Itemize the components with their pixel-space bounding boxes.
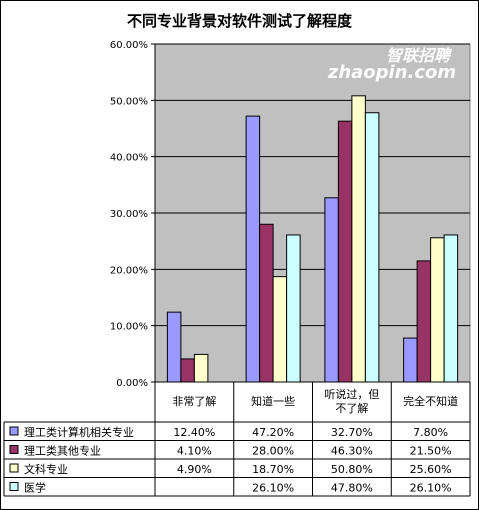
data-label: 25.60%: [410, 463, 452, 476]
bar: [430, 237, 445, 383]
chart-title: 不同专业背景对软件测试了解程度: [126, 12, 352, 30]
bar: [324, 197, 339, 383]
data-label: 12.40%: [173, 426, 215, 439]
legend-swatch: [9, 445, 19, 454]
bar: [364, 112, 380, 383]
bar: [416, 260, 432, 383]
bar: [166, 311, 182, 383]
category-label: 听说过，但: [324, 387, 379, 401]
data-label: 47.80%: [331, 482, 373, 495]
data-label: 47.20%: [252, 426, 294, 439]
category-label: 完全不知道: [403, 394, 458, 408]
bar: [443, 234, 459, 383]
watermark-url: zhaopin.com: [327, 62, 456, 83]
category-label: 不了解: [335, 401, 368, 415]
data-label: 4.10%: [177, 445, 212, 458]
legend-swatch: [9, 463, 19, 473]
y-tick-label: 0.00%: [116, 378, 148, 389]
data-label: 46.30%: [331, 445, 373, 458]
y-tick-label: 20.00%: [110, 265, 148, 276]
data-label: 32.70%: [331, 426, 373, 439]
y-tick-label: 30.00%: [110, 209, 148, 220]
legend-label: 医学: [24, 481, 46, 495]
bar: [272, 276, 288, 383]
watermark-cn: 智联招聘: [386, 46, 453, 65]
bar: [403, 337, 418, 383]
y-tick-label: 50.00%: [110, 96, 148, 107]
y-tick-label: 40.00%: [110, 153, 148, 164]
data-label: 21.50%: [410, 445, 452, 458]
bar: [180, 358, 195, 383]
data-label: 4.90%: [177, 463, 212, 476]
legend-label: 理工类计算机相关专业: [24, 425, 134, 439]
bar: [259, 223, 274, 383]
data-label: 26.10%: [252, 482, 294, 495]
data-label: 18.70%: [252, 463, 294, 476]
data-label: 7.80%: [413, 426, 448, 439]
bar: [337, 120, 353, 383]
legend-swatch: [9, 482, 19, 491]
data-label: 26.10%: [410, 482, 452, 495]
bar: [193, 353, 209, 383]
legend-label: 理工类其他专业: [24, 444, 101, 458]
data-label: 28.00%: [252, 445, 294, 458]
category-label: 知道一些: [251, 394, 295, 408]
y-tick-label: 10.00%: [110, 322, 148, 333]
y-tick-label: 60.00%: [110, 40, 148, 51]
legend-label: 文科专业: [24, 462, 68, 476]
data-label: 50.80%: [331, 463, 373, 476]
legend-swatch: [9, 426, 19, 436]
category-label: 非常了解: [172, 394, 216, 408]
bar: [245, 115, 261, 383]
bar: [351, 95, 366, 383]
bar: [286, 234, 301, 383]
